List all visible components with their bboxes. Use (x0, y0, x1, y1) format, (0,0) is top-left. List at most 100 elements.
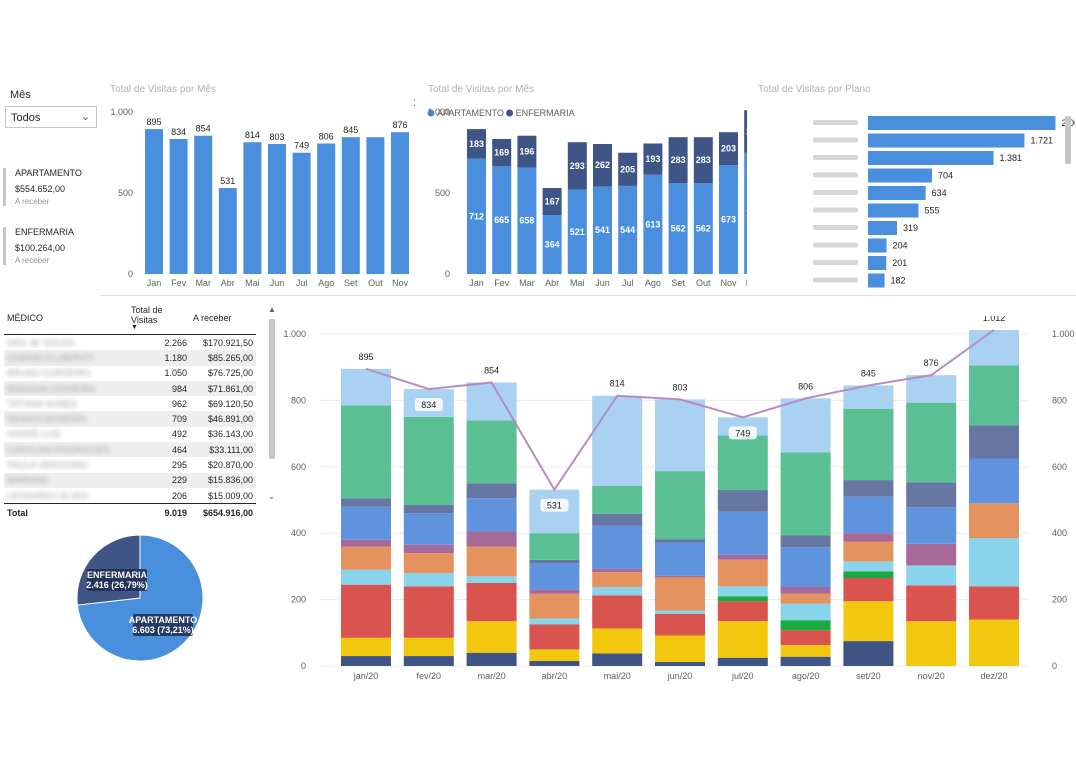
monthly-visits-bar-chart[interactable]: 0 500 1.000 895 Jan 834 Fev 854 Mar 531 Abr 814 Mai 8… (105, 100, 415, 295)
doctor-name-cell: ANDRÉ LUIZ (7, 429, 61, 440)
bar-segment (906, 507, 957, 544)
col-header-total-visitas[interactable]: Total de Visitas ▼ (128, 303, 190, 335)
bar (292, 152, 311, 274)
bar-segment (618, 185, 638, 274)
scroll-thumb (1065, 116, 1071, 164)
data-label: 262 (595, 160, 610, 170)
table-row[interactable]: MARIANA FERREIRA 984 $71.861,00 (4, 380, 256, 397)
data-label: 555 (924, 206, 939, 216)
bar-segment (403, 416, 454, 505)
col-header-a-receber[interactable]: A receber (190, 303, 256, 335)
visits-cell: 492 (171, 429, 187, 440)
category-label-blurred (813, 242, 858, 248)
x-tick-label: nov/20 (918, 671, 945, 681)
x-tick-label: set/20 (856, 671, 881, 681)
bar-segment (618, 152, 638, 186)
bar-segment (655, 577, 705, 611)
data-label-box (540, 498, 569, 512)
receivable-cell: $85.265,00 (190, 350, 256, 366)
bar-segment (466, 382, 517, 421)
bar (366, 137, 385, 274)
y-tick-label: 500 (435, 188, 450, 198)
bar-segment (529, 624, 580, 650)
bar-segment (466, 621, 517, 653)
data-label: 834 (421, 400, 436, 410)
pie-label-box (87, 569, 147, 591)
table-row[interactable]: CAROLINA RODRIGUES 464 $33.111,00 (4, 442, 256, 458)
x-tick-label: Dez (746, 278, 747, 288)
table-row[interactable]: LEONARDO ALVES 206 $15.009,00 (4, 488, 256, 504)
data-label: 1.721 (1030, 136, 1053, 146)
bar-segment (643, 143, 663, 175)
data-label: 283 (696, 155, 711, 165)
bar-segment (843, 578, 894, 602)
scroll-down-icon[interactable]: ⌄ (268, 492, 275, 501)
data-label: 283 (671, 155, 686, 165)
total-receivable: $654.916,00 (190, 503, 256, 523)
monthly-visits-stacked-chart[interactable]: APARTAMENTO ENFERMARIA 0 500 1.000 712 183 Jan 6… (422, 100, 747, 295)
bar-segment (906, 585, 957, 622)
bar-segment (517, 167, 537, 274)
x-tick-label: Set (344, 278, 358, 288)
bar-segment (780, 535, 831, 548)
bar-segment (529, 618, 580, 625)
data-label: 541 (595, 225, 610, 235)
y2-tick-label: 1.000 (1052, 329, 1075, 339)
card-value: $554.652,00 (15, 184, 66, 194)
scroll-up-icon[interactable]: ▲ (268, 305, 276, 314)
scroll-thumb[interactable] (269, 319, 275, 459)
bar-segment (717, 559, 768, 587)
category-label-blurred (813, 225, 858, 230)
bar-segment (592, 485, 643, 514)
doctor-name-cell: GABRIELA LIBERATI (4, 350, 128, 366)
x-tick-label: Jul (622, 278, 634, 288)
bar-segment (529, 563, 580, 590)
x-tick-label: dez/20 (980, 671, 1007, 681)
bar-segment (780, 645, 831, 657)
bar-segment (843, 641, 894, 666)
table-scrollbar[interactable]: ▲ ⌄ (268, 305, 276, 501)
data-label: 196 (519, 147, 534, 157)
table-row[interactable]: DRA. M. SOUZA 2.266 $170.921,50 (4, 335, 256, 351)
bar-segment (592, 568, 643, 573)
table-row[interactable]: PAULA VERISSIMO 295 $20.870,00 (4, 457, 256, 472)
x-tick-label: Out (368, 278, 383, 288)
month-slicer-title: Mês (10, 89, 31, 101)
bar-segment (780, 547, 831, 587)
col-header-medico[interactable]: MÉDICO (4, 303, 128, 335)
bar-segment (466, 483, 517, 499)
category-label-blurred (813, 260, 858, 265)
category-label-blurred (813, 155, 858, 160)
bar-segment (592, 395, 643, 486)
table-row[interactable]: TATIANA NUNES 962 $69.120,50 (4, 396, 256, 411)
y2-tick-label: 200 (1052, 595, 1067, 605)
bar-segment (717, 586, 768, 597)
bar-segment (780, 593, 831, 604)
table-row[interactable]: BRUNO CORDEIRO 1.050 $76.725,00 (4, 366, 256, 381)
table-row[interactable]: ANDRÉ LUIZ 492 $36.143,00 (4, 427, 256, 442)
legend-marker (427, 109, 435, 117)
receivable-cell: $15.009,00 (207, 490, 253, 501)
total-visits: 9.019 (128, 503, 190, 523)
receivable-cell: $69.120,50 (207, 398, 253, 409)
bar-segment (466, 582, 517, 622)
table-row[interactable]: RENATA MOREIRA 709 $46.891,00 (4, 411, 256, 427)
bar-segment (403, 504, 454, 514)
table-row[interactable]: GABRIELA LIBERATI 1.180 $85.265,00 (4, 350, 256, 366)
table-row[interactable]: MARIANA 229 $15.836,00 (4, 472, 256, 488)
bar-segment (542, 188, 562, 216)
monthly-stacked-combo-chart[interactable]: 0 0 200 200 400 400 600 600 800 800 1.000 1.000 jan/… (280, 316, 1076, 686)
bar-segment (655, 613, 705, 636)
month-slicer-dropdown[interactable]: Todos ⌄ (5, 106, 97, 128)
data-label: 806 (798, 381, 813, 391)
bar-segment (969, 425, 1019, 459)
receivable-cell: $71.861,00 (190, 380, 256, 397)
data-label: 854 (196, 124, 211, 134)
data-label: 658 (519, 216, 534, 226)
bar-segment (567, 189, 587, 274)
data-label: 803 (269, 132, 284, 142)
data-label: 845 (343, 125, 358, 135)
receivable-cell: $170.921,50 (202, 337, 253, 348)
